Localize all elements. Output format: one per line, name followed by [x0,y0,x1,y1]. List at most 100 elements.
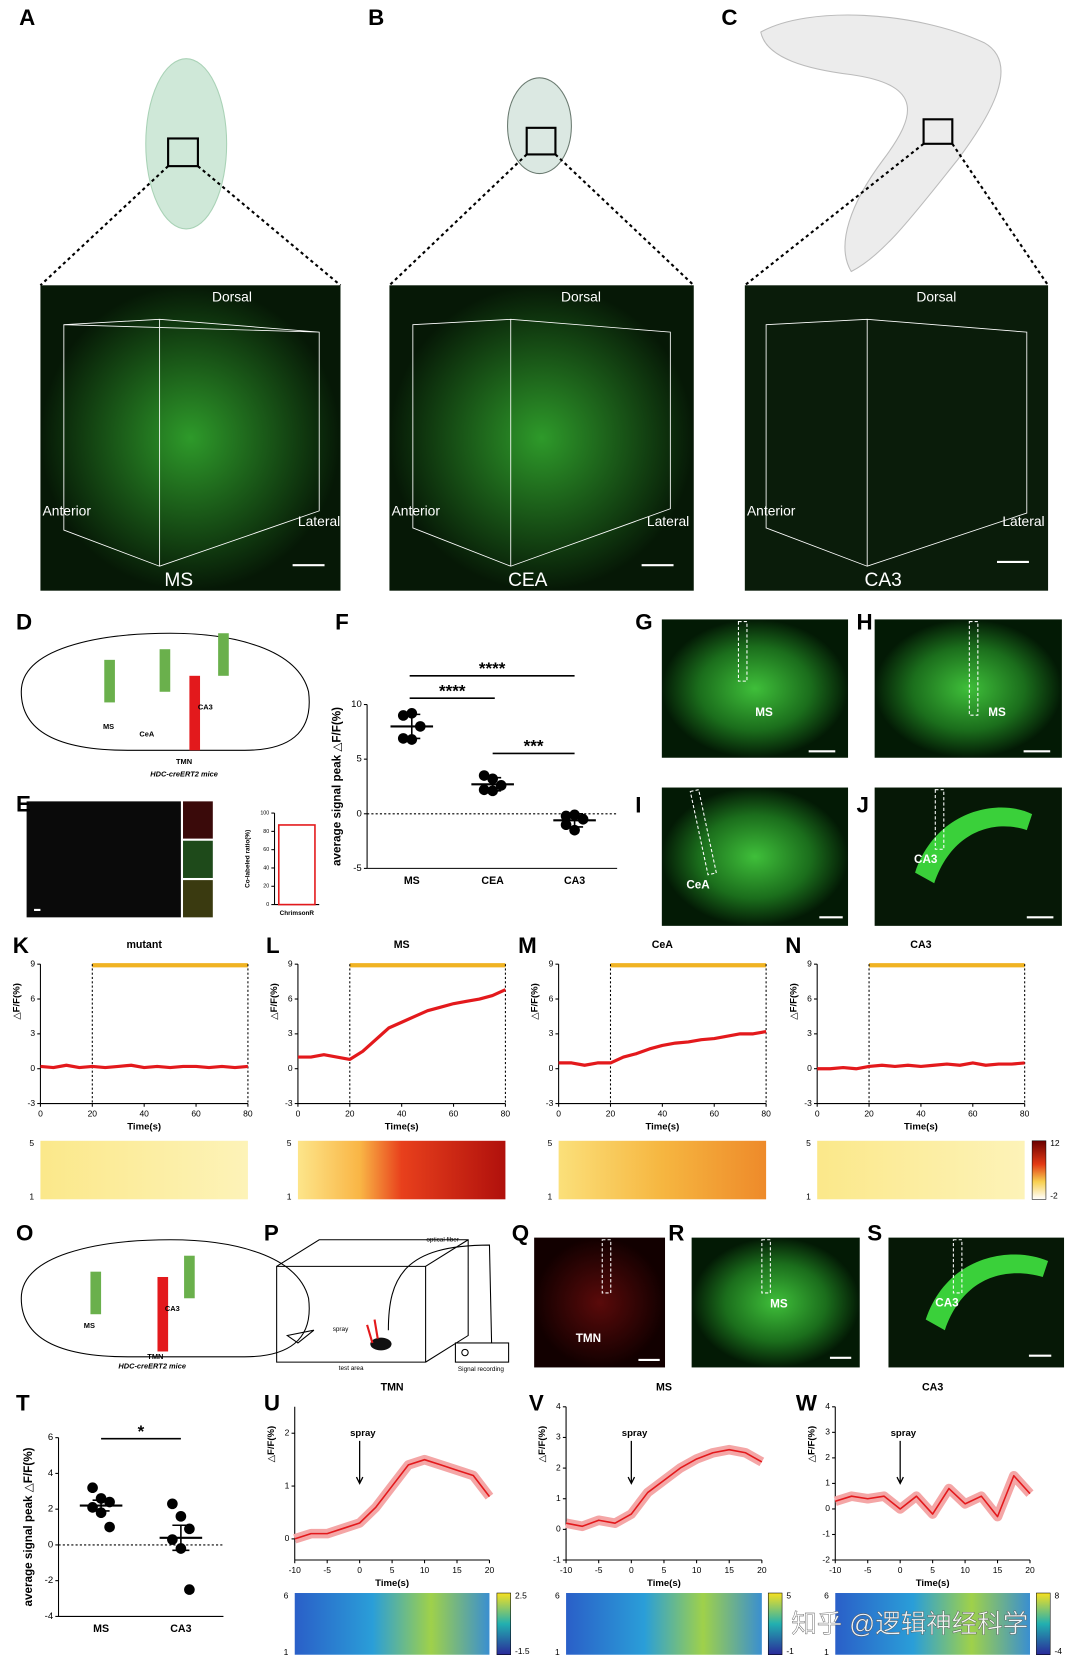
y-tick-label: 0 [30,1063,35,1073]
x-tick-label: -10 [560,1565,573,1575]
x-tick-label: 0 [296,1108,301,1118]
y-tick-label: -2 [822,1554,830,1564]
heatmap [835,1593,1030,1655]
data-point [175,1510,187,1522]
y-tick-label: 80 [263,829,269,835]
y-tick-label: 0 [48,1539,53,1550]
panel-letter: J [857,793,869,818]
y-axis-label: △F/F(%) [266,1426,277,1463]
x-tick-label: 80 [501,1108,511,1118]
y-tick-label: -3 [28,1098,36,1108]
panel-letter: W [796,1391,818,1416]
y-tick-label: -3 [285,1098,293,1108]
annotation: spray [622,1428,648,1439]
chart-title: TMN [381,1381,404,1393]
heatmap-row-label: 1 [824,1647,829,1657]
apparatus-label: spray [333,1326,349,1333]
data-point [87,1482,98,1494]
x-axis-label: Time(s) [647,1578,681,1589]
x-tick-label: -5 [323,1565,331,1575]
y-tick-label: 3 [549,1028,554,1038]
zoom-lines [39,118,1049,287]
schematic-label: TMN [147,1352,163,1361]
panel-letter: Q [512,1220,529,1245]
error-bar [403,713,421,740]
x-tick-label: 80 [761,1108,771,1118]
heatmap-row-label: 5 [29,1138,34,1148]
y-tick-label: 4 [556,1401,561,1411]
panel-letter: U [264,1391,280,1416]
error-bar [92,1499,110,1512]
y-tick-label: 6 [549,993,554,1003]
axis-label: Dorsal [212,289,252,305]
x-tick-label: 20 [757,1565,767,1575]
watermark: 知乎 @逻辑神经科学 [791,1611,1028,1639]
heatmap [817,1140,1025,1200]
x-tick-label: 40 [916,1108,926,1118]
inset [183,880,213,918]
schematic-label: MS [103,722,114,731]
colorbar [1036,1592,1051,1655]
heatmap-row-label: 5 [806,1138,811,1148]
y-tick-label: 9 [807,958,812,968]
hippocampus-shape [760,14,1002,273]
y-tick-label: 6 [48,1432,53,1443]
significance-label: **** [479,659,506,678]
syringes [90,633,229,1352]
x-tick-label: 0 [898,1565,903,1575]
schematic-label: MS [84,1321,95,1330]
y-axis-label: average signal peak △F/F(%) [330,707,343,866]
data-point [104,1521,115,1533]
panel-letter: T [16,1391,30,1416]
y-tick-label: 3 [30,1028,35,1038]
heatmap-row-label: 1 [284,1647,289,1657]
x-tick-label: MS [93,1623,109,1635]
colorbar-label: 2.5 [515,1590,527,1600]
significance-label: **** [439,681,466,700]
axis-label: Anterior [747,503,796,519]
heatmap-row-label: 5 [287,1138,292,1148]
trace [294,1458,491,1540]
x-tick-label: CA3 [564,875,585,887]
trace [565,1448,763,1528]
panel-letter: A [19,5,35,30]
axis-label: Dorsal [561,289,601,305]
panel-letter: S [867,1220,882,1245]
image-label: CA3 [935,1297,959,1310]
x-tick-label: 60 [968,1108,978,1118]
region-label: MS [164,570,193,591]
y-tick-label: -1 [822,1529,830,1539]
annotation-arrow [355,1440,364,1485]
trace [817,1061,1025,1071]
y-tick-label: 9 [549,958,554,968]
schematic-label: CA3 [198,703,213,712]
heatmap [294,1593,490,1655]
y-tick-label: 2 [556,1462,561,1472]
x-tick-label: 5 [662,1565,667,1575]
panel-letter: L [266,933,280,958]
y-tick-label: 3 [556,1432,561,1442]
data-point [95,1507,107,1519]
schematic-label: HDC-creERT2 mice [118,1361,186,1370]
schematic-label: CA3 [165,1304,180,1313]
schematic-label: TMN [176,757,192,766]
panel-letter: V [529,1391,544,1416]
schematic-label: CeA [139,729,155,738]
y-tick-label: 10 [351,699,362,710]
y-tick-label: 0 [356,808,361,819]
x-tick-label: 15 [724,1565,734,1575]
data-point [397,710,409,721]
y-tick-label: 0 [288,1063,293,1073]
schematic-label: HDC-creERT2 mice [150,770,218,779]
y-tick-label: -1 [553,1554,561,1564]
apparatus-label: test area [339,1365,364,1372]
x-tick-label: -5 [864,1565,872,1575]
images [534,619,1065,1368]
y-tick-label: -3 [546,1098,554,1108]
x-tick-label: 5 [390,1565,395,1575]
image-label: MS [770,1298,788,1311]
y-tick-label: 1 [825,1478,830,1488]
chart-title: MS [656,1381,672,1393]
y-tick-label: -2 [45,1575,54,1586]
inset [183,801,213,839]
